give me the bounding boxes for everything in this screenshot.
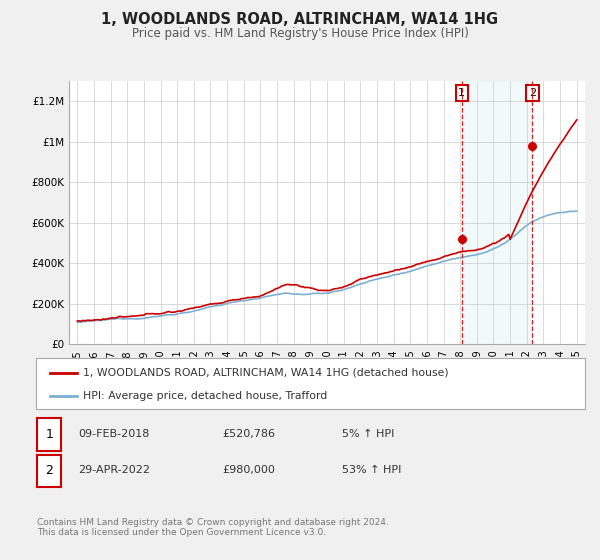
Text: 1: 1: [45, 428, 53, 441]
Text: £980,000: £980,000: [222, 465, 275, 475]
Text: 2: 2: [45, 464, 53, 478]
Text: £520,786: £520,786: [222, 429, 275, 439]
Text: 2: 2: [529, 88, 536, 98]
Bar: [462, 81, 532, 344]
Text: HPI: Average price, detached house, Trafford: HPI: Average price, detached house, Traf…: [83, 391, 327, 401]
Text: 5% ↑ HPI: 5% ↑ HPI: [342, 429, 394, 439]
Text: 53% ↑ HPI: 53% ↑ HPI: [342, 465, 401, 475]
Text: 1: 1: [458, 88, 466, 98]
Text: 29-APR-2022: 29-APR-2022: [78, 465, 150, 475]
Text: Price paid vs. HM Land Registry's House Price Index (HPI): Price paid vs. HM Land Registry's House …: [131, 27, 469, 40]
Text: 09-FEB-2018: 09-FEB-2018: [78, 429, 149, 439]
Text: Contains HM Land Registry data © Crown copyright and database right 2024.
This d: Contains HM Land Registry data © Crown c…: [37, 518, 389, 538]
Text: 1, WOODLANDS ROAD, ALTRINCHAM, WA14 1HG (detached house): 1, WOODLANDS ROAD, ALTRINCHAM, WA14 1HG …: [83, 367, 448, 377]
Text: 1, WOODLANDS ROAD, ALTRINCHAM, WA14 1HG: 1, WOODLANDS ROAD, ALTRINCHAM, WA14 1HG: [101, 12, 499, 27]
